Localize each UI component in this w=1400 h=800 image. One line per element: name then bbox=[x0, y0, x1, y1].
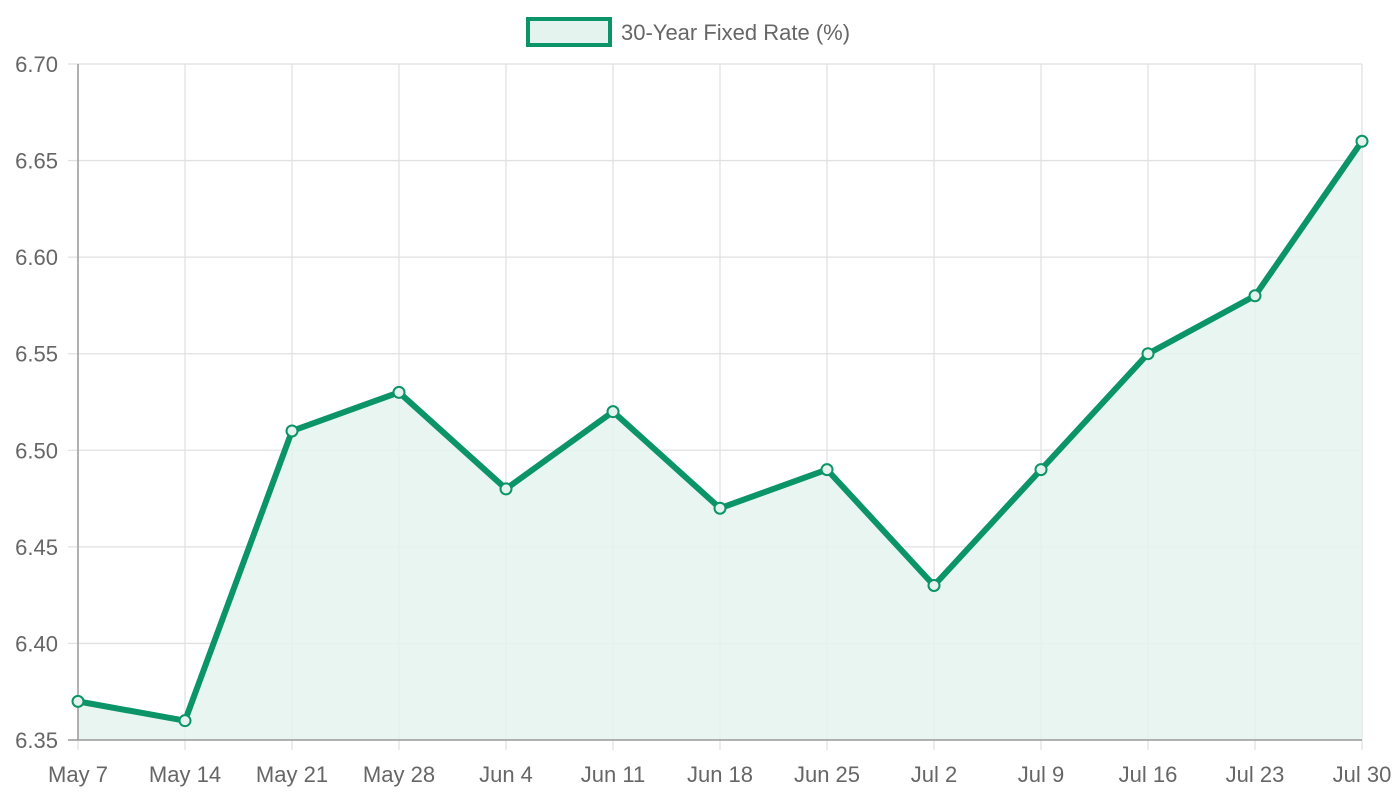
series-area bbox=[78, 141, 1362, 740]
data-point[interactable] bbox=[178, 714, 192, 728]
data-points bbox=[71, 134, 1369, 728]
y-tick-label: 6.50 bbox=[15, 438, 58, 463]
y-tick-label: 6.45 bbox=[15, 535, 58, 560]
x-tick-label: Jun 25 bbox=[794, 762, 860, 787]
x-axis-tick-labels: May 7 May 14 May 21 May 28 Jun 4 Jun 11 Jun 18… bbox=[48, 762, 1391, 787]
legend-swatch bbox=[526, 17, 612, 47]
data-point[interactable] bbox=[606, 405, 620, 419]
x-tick-label: May 28 bbox=[363, 762, 435, 787]
x-tick-label: Jun 18 bbox=[687, 762, 753, 787]
y-tick-label: 6.40 bbox=[15, 631, 58, 656]
y-axis-tick-labels: 6.35 6.40 6.45 6.50 6.55 6.60 6.65 6.70 bbox=[15, 52, 58, 753]
x-tick-label: May 21 bbox=[256, 762, 328, 787]
y-tick-label: 6.35 bbox=[15, 728, 58, 753]
data-point[interactable] bbox=[820, 463, 834, 477]
x-tick-label: Jul 9 bbox=[1018, 762, 1064, 787]
data-point[interactable] bbox=[392, 385, 406, 399]
data-point[interactable] bbox=[927, 578, 941, 592]
y-tick-label: 6.55 bbox=[15, 342, 58, 367]
x-tick-label: May 14 bbox=[149, 762, 221, 787]
x-tick-label: Jul 2 bbox=[911, 762, 957, 787]
data-point[interactable] bbox=[1355, 134, 1369, 148]
x-tick-label: Jul 23 bbox=[1226, 762, 1285, 787]
axes bbox=[68, 64, 1362, 741]
x-tick-label: Jul 30 bbox=[1333, 762, 1392, 787]
data-point[interactable] bbox=[71, 694, 85, 708]
x-tick-label: May 7 bbox=[48, 762, 108, 787]
y-tick-label: 6.60 bbox=[15, 245, 58, 270]
y-tick-label: 6.65 bbox=[15, 149, 58, 174]
x-tick-label: Jun 11 bbox=[581, 762, 645, 787]
data-point[interactable] bbox=[1248, 289, 1262, 303]
data-point[interactable] bbox=[1034, 463, 1048, 477]
x-tick-label: Jul 16 bbox=[1119, 762, 1178, 787]
data-point[interactable] bbox=[285, 424, 299, 438]
data-point[interactable] bbox=[713, 501, 727, 515]
area-layer bbox=[78, 141, 1362, 740]
x-tick-label: Jun 4 bbox=[479, 762, 533, 787]
legend[interactable]: 30-Year Fixed Rate (%) bbox=[526, 17, 850, 47]
y-tick-label: 6.70 bbox=[15, 52, 58, 77]
data-point[interactable] bbox=[1141, 347, 1155, 361]
data-point[interactable] bbox=[499, 482, 513, 496]
legend-label: 30-Year Fixed Rate (%) bbox=[621, 20, 850, 45]
